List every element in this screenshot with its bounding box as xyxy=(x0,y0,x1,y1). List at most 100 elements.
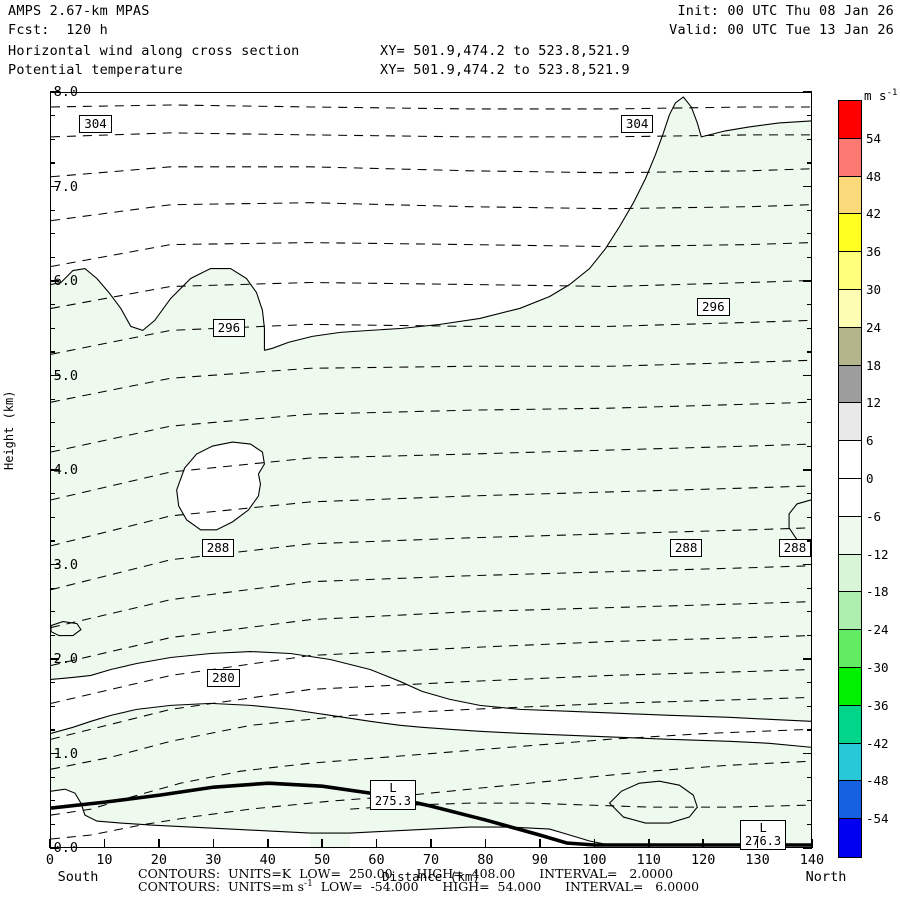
x-tick-label: 100 xyxy=(582,852,607,868)
colorbar-band xyxy=(839,554,861,593)
y-minor-tick xyxy=(807,823,812,826)
y-minor-tick xyxy=(807,233,812,235)
colorbar-tick-label: -24 xyxy=(866,622,889,638)
x-tick-mark xyxy=(158,839,160,848)
y-minor-tick xyxy=(50,776,55,778)
y-minor-tick xyxy=(807,398,812,400)
y-minor-tick xyxy=(50,115,55,117)
colorbar-tick-label: 36 xyxy=(866,244,882,260)
colorbar-band xyxy=(839,289,861,328)
y-minor-tick xyxy=(807,327,812,329)
x-tick-label: 50 xyxy=(314,852,331,868)
y-minor-tick xyxy=(807,611,812,613)
colorbar-tick-label: -48 xyxy=(866,773,889,789)
x-tick-label: 40 xyxy=(259,852,276,868)
y-minor-tick xyxy=(50,729,55,731)
y-tick-label: 7.0 xyxy=(53,178,78,195)
x-tick-label: 120 xyxy=(690,852,716,868)
theta-contour xyxy=(51,443,811,501)
y-minor-tick xyxy=(50,611,55,613)
wind-contour-0-main xyxy=(264,96,811,351)
y-tick-label: 5.0 xyxy=(53,367,78,384)
colorbar-tick-label: -18 xyxy=(866,584,889,600)
x-tick-mark xyxy=(539,839,541,848)
theta-contour-layer xyxy=(51,104,811,840)
y-minor-tick xyxy=(807,682,812,684)
x-tick-mark xyxy=(702,839,704,848)
y-tick-mark-right xyxy=(803,658,812,660)
theta-contour xyxy=(51,242,811,268)
colorbar-band xyxy=(839,403,861,442)
x-tick-label: 10 xyxy=(96,852,113,868)
colorbar-band xyxy=(839,365,861,404)
terrain-profile xyxy=(51,781,811,847)
theta-contour xyxy=(51,527,811,591)
contour-value-label: 288 xyxy=(778,539,812,558)
shade-blob-right-edge xyxy=(789,499,811,546)
colorbar-units-text: m s xyxy=(864,88,887,104)
colorbar-tick-label: 0 xyxy=(866,471,874,486)
y-tick-mark xyxy=(50,374,59,376)
y-minor-tick xyxy=(50,587,55,589)
x-tick-label: 130 xyxy=(745,852,770,868)
y-tick-label: 8.0 xyxy=(53,84,78,100)
y-minor-tick xyxy=(807,776,812,778)
wind-contour-layer xyxy=(51,96,811,846)
theta-contour xyxy=(51,485,811,547)
wind-contour-mid-lower-bot xyxy=(51,702,811,748)
colorbar-tick-label: 54 xyxy=(866,130,882,146)
y-tick-mark xyxy=(50,752,59,754)
x-tick-mark xyxy=(593,839,596,848)
y-minor-tick xyxy=(50,422,55,424)
x-tick-mark xyxy=(267,839,269,848)
colorbar-tick-label: -42 xyxy=(866,735,889,751)
x-tick-label: 140 xyxy=(799,852,825,868)
x-tick-mark xyxy=(103,839,106,848)
wind-contour-near-surface xyxy=(51,788,610,846)
y-minor-tick xyxy=(50,209,55,211)
colorbar-units-exponent: -1 xyxy=(886,88,898,98)
y-tick-mark xyxy=(50,91,59,93)
wind-contour-mid-lower-top xyxy=(51,650,811,722)
colorbar-band xyxy=(839,667,861,706)
contour-value-label: 304 xyxy=(620,115,654,134)
north-label: North xyxy=(805,869,847,885)
y-tick-mark xyxy=(50,847,59,849)
y-tick-mark-right xyxy=(803,469,812,471)
y-tick-mark xyxy=(50,563,59,565)
x-tick-mark xyxy=(430,839,432,848)
colorbar-tick-label: -54 xyxy=(866,811,889,827)
y-tick-mark-right xyxy=(803,374,812,376)
y-minor-tick xyxy=(50,705,55,707)
x-tick-mark xyxy=(756,839,759,848)
field-1-name: Horizontal wind along cross section xyxy=(8,43,300,59)
y-minor-tick xyxy=(50,516,55,518)
cross-section-xy-1: XY= 501.9,474.2 to 523.8,521.9 xyxy=(380,43,630,59)
wind-contour-pocket-upper xyxy=(176,441,266,531)
x-tick-mark xyxy=(484,839,487,848)
init-time: Init: 00 UTC Thu 08 Jan 26 xyxy=(677,3,894,19)
y-tick-mark xyxy=(50,469,59,471)
extremum-value: 275.3 xyxy=(374,794,412,809)
y-tick-label: 0.0 xyxy=(53,840,78,856)
model-title: AMPS 2.67-km MPAS xyxy=(8,3,150,19)
colorbar-tick-label: 18 xyxy=(866,357,882,373)
theta-contour xyxy=(51,668,811,740)
x-tick-label: 0 xyxy=(45,852,55,868)
colorbar-tick-label: 24 xyxy=(866,319,882,335)
colorbar-tick-label: -30 xyxy=(866,660,889,675)
extremum-label: L 275.3 xyxy=(369,780,417,811)
forecast-hour: Fcst: 120 h xyxy=(8,22,108,38)
y-minor-tick xyxy=(807,493,812,495)
contour-info-temperature: CONTOURS: UNITS=K LOW= 250.00 HIGH= 408.… xyxy=(138,866,674,881)
theta-contour-280 xyxy=(51,696,811,770)
shade-hole-lower-2 xyxy=(51,789,311,847)
y-tick-label: 4.0 xyxy=(53,462,78,478)
y-tick-mark-right xyxy=(803,91,812,93)
cross-section-plot xyxy=(50,92,812,848)
contour-value-label: 280 xyxy=(207,668,240,687)
theta-contour-304 xyxy=(51,132,811,138)
y-minor-tick xyxy=(50,800,55,802)
y-tick-label: 1.0 xyxy=(53,745,78,762)
y-tick-mark xyxy=(50,658,59,660)
